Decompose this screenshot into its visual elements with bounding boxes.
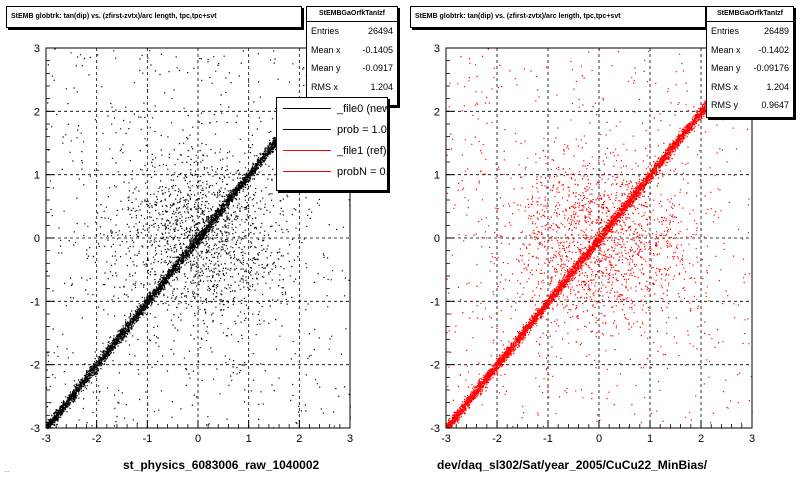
left-plot-title: StEMB globtrk: tan(dip) vs. (zfirst-zvtx… bbox=[11, 13, 217, 20]
right-scatter-pad: -3 -2 -1 0 1 2 3 -3 -2 -1 0 1 2 3 bbox=[430, 43, 755, 445]
y-tick-label: -2 bbox=[430, 360, 440, 372]
left-stats-name: StEMBGaOrfkTanIzf bbox=[307, 7, 397, 22]
x-tick-label: 1 bbox=[647, 433, 653, 445]
y-tick-label: -3 bbox=[430, 423, 440, 435]
x-tick-label: 1 bbox=[246, 433, 252, 445]
y-tick-label: -3 bbox=[30, 423, 40, 435]
legend-swatch bbox=[283, 150, 331, 151]
stats-row: Mean y -0.09176 bbox=[711, 63, 789, 73]
right-stats-box: StEMBGaOrfkTanIzf Entries 26489 Mean x -0.… bbox=[706, 6, 794, 118]
scatter-points bbox=[46, 48, 351, 430]
legend-item: prob = 1.000000 bbox=[277, 119, 387, 140]
y-tick-label: 3 bbox=[434, 43, 440, 55]
x-tick-label: -2 bbox=[92, 433, 102, 445]
stats-row: RMS x 1.204 bbox=[711, 81, 789, 92]
stats-row: Entries 26489 bbox=[711, 26, 789, 36]
stats-row: Mean x -0.1402 bbox=[711, 44, 789, 55]
x-tick-label: 0 bbox=[195, 433, 201, 445]
y-tick-label: -1 bbox=[30, 296, 40, 308]
x-tick-label: -1 bbox=[543, 433, 553, 445]
y-tick-label: 3 bbox=[34, 43, 40, 55]
x-tick-label: 3 bbox=[749, 433, 755, 445]
x-tick-label: -2 bbox=[492, 433, 502, 445]
legend-item: _file1 (ref) bbox=[277, 140, 387, 161]
footer-text: ... bbox=[4, 467, 10, 474]
scatter-points bbox=[446, 48, 753, 429]
y-tick-label: 0 bbox=[34, 233, 40, 245]
y-tick-label: 0 bbox=[434, 233, 440, 245]
legend-label: probN = 0.999840 bbox=[337, 165, 388, 178]
legend-label: _file0 (new) bbox=[337, 102, 387, 115]
y-tick-label: 2 bbox=[434, 106, 440, 118]
legend-label: prob = 1.000000 bbox=[337, 123, 387, 136]
legend-swatch bbox=[283, 129, 331, 130]
legend-box: _file0 (new) prob = 1.000000 _file1 (ref… bbox=[276, 97, 388, 191]
left-x-axis-caption: st_physics_6083006_raw_1040002 bbox=[123, 458, 320, 472]
x-tick-label: 0 bbox=[596, 433, 602, 445]
y-tick-label: 1 bbox=[34, 170, 40, 182]
x-tick-label: -1 bbox=[142, 433, 152, 445]
right-stats-name: StEMBGaOrfkTanIzf bbox=[707, 7, 793, 22]
right-title-box: StEMB globtrk: tan(dip) vs. (zfirst-zvtx… bbox=[410, 6, 706, 28]
stats-row: Mean y -0.0917 bbox=[311, 63, 393, 73]
x-tick-label: 2 bbox=[698, 433, 704, 445]
right-x-axis-caption: dev/daq_sl302/Sat/year_2005/CuCu22_MinBi… bbox=[437, 458, 708, 472]
stats-row: RMS y 0.9647 bbox=[711, 100, 789, 110]
y-tick-label: -1 bbox=[430, 296, 440, 308]
stats-row: Entries 26494 bbox=[311, 26, 393, 36]
legend-item: _file0 (new) bbox=[277, 98, 387, 119]
y-tick-label: -2 bbox=[30, 360, 40, 372]
x-tick-label: 3 bbox=[347, 433, 353, 445]
x-tick-label: -3 bbox=[41, 433, 51, 445]
left-stats-box: StEMBGaOrfkTanIzf Entries 26494 Mean x -0.… bbox=[306, 6, 398, 106]
y-tick-label: 2 bbox=[34, 106, 40, 118]
x-tick-label: -3 bbox=[441, 433, 451, 445]
stats-row: RMS x 1.204 bbox=[311, 81, 393, 92]
y-tick-label: 1 bbox=[434, 170, 440, 182]
stats-row: Mean x -0.1405 bbox=[311, 44, 393, 55]
legend-item: probN = 0.999840 bbox=[277, 161, 387, 182]
legend-swatch bbox=[283, 171, 331, 172]
legend-swatch bbox=[283, 108, 331, 109]
left-title-box: StEMB globtrk: tan(dip) vs. (zfirst-zvtx… bbox=[6, 6, 302, 28]
x-tick-label: 2 bbox=[296, 433, 302, 445]
right-plot-title: StEMB globtrk: tan(dip) vs. (zfirst-zvtx… bbox=[415, 13, 621, 20]
legend-label: _file1 (ref) bbox=[337, 144, 387, 157]
